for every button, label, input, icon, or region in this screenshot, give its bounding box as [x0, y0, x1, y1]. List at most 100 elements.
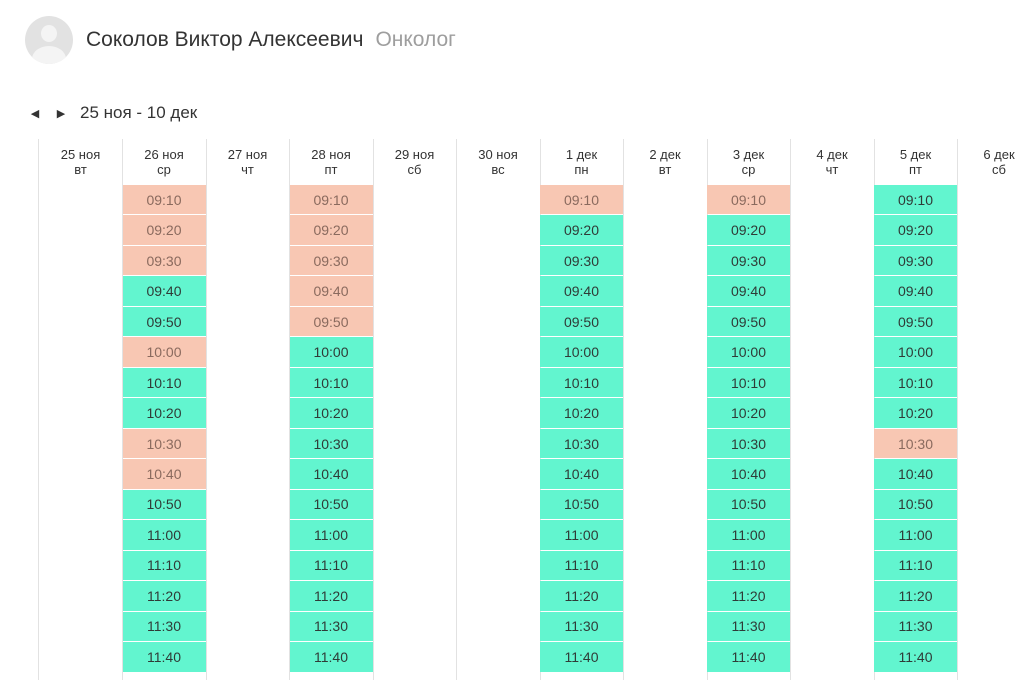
day-header: 29 ноя сб: [373, 139, 456, 185]
time-slot-available[interactable]: 11:00: [540, 520, 623, 550]
day-date: 3 дек: [732, 147, 765, 162]
time-slot-available[interactable]: 10:40: [289, 459, 373, 489]
day-header: 26 ноя ср: [123, 139, 206, 185]
time-slot-available[interactable]: 11:00: [707, 520, 790, 550]
time-slot-available[interactable]: 10:20: [122, 398, 206, 428]
time-slots: 09:10 09:20 09:30 09:40 09:50 10:00 10:10 10:20…: [289, 185, 373, 673]
time-slot-available[interactable]: 09:10: [874, 185, 957, 215]
time-slot-booked: 09:30: [289, 245, 373, 276]
time-slot-available[interactable]: 09:40: [122, 276, 206, 306]
schedule-grid: 25 ноя вт 26 ноя ср 09:10 09:20 09:30 09:40 09:5…: [38, 139, 1020, 680]
time-slot-available[interactable]: 09:50: [874, 306, 957, 337]
time-slot-available[interactable]: 09:20: [707, 215, 790, 245]
time-slot-available[interactable]: 11:30: [540, 611, 623, 642]
avatar-head-shape: [41, 25, 57, 42]
day-date: 2 дек: [649, 147, 681, 162]
day-weekday: сб: [407, 162, 422, 177]
day-weekday: пт: [324, 162, 338, 177]
day-date: 28 ноя: [311, 147, 351, 162]
day-column: 27 ноя чт: [206, 139, 290, 680]
time-slot-available[interactable]: 10:40: [540, 459, 623, 489]
time-slot-available[interactable]: 10:20: [289, 398, 373, 428]
time-slot-available[interactable]: 10:50: [289, 489, 373, 520]
time-slot-available[interactable]: 09:50: [540, 306, 623, 337]
time-slot-available[interactable]: 10:10: [289, 367, 373, 398]
time-slot-available[interactable]: 11:40: [122, 642, 206, 672]
time-slot-available[interactable]: 11:40: [540, 642, 623, 672]
time-slot-available[interactable]: 10:50: [874, 489, 957, 520]
time-slot-available[interactable]: 11:40: [289, 642, 373, 672]
time-slot-available[interactable]: 09:20: [874, 215, 957, 245]
doctor-header: Соколов Виктор Алексеевич Онколог: [25, 16, 456, 64]
time-slot-available[interactable]: 10:00: [540, 337, 623, 367]
time-slot-available[interactable]: 10:00: [874, 337, 957, 367]
time-slot-available[interactable]: 10:50: [707, 489, 790, 520]
time-slot-available[interactable]: 11:20: [540, 581, 623, 611]
time-slot-available[interactable]: 10:20: [707, 398, 790, 428]
day-weekday: вт: [658, 162, 672, 177]
time-slot-available[interactable]: 09:40: [540, 276, 623, 306]
time-slot-booked: 09:20: [122, 215, 206, 245]
day-header: 27 ноя чт: [206, 139, 289, 185]
time-slot-available[interactable]: 10:40: [707, 459, 790, 489]
previous-week-icon[interactable]: ◀: [30, 107, 40, 120]
day-date: 4 дек: [816, 147, 848, 162]
time-slots: 09:10 09:20 09:30 09:40 09:50 10:00 10:10 10:20…: [122, 185, 206, 673]
time-slot-available[interactable]: 10:00: [289, 337, 373, 367]
time-slots: 09:10 09:20 09:30 09:40 09:50 10:00 10:10 10:20…: [540, 185, 623, 673]
time-slot-available[interactable]: 11:10: [874, 550, 957, 581]
time-slot-available[interactable]: 10:20: [540, 398, 623, 428]
time-slot-booked: 09:10: [707, 185, 790, 215]
time-slot-booked: 09:40: [289, 276, 373, 306]
time-slot-available[interactable]: 11:20: [707, 581, 790, 611]
day-date: 27 ноя: [227, 147, 268, 162]
time-slot-available[interactable]: 11:30: [122, 611, 206, 642]
avatar-body-shape: [32, 46, 66, 64]
time-slot-available[interactable]: 11:30: [707, 611, 790, 642]
time-slot-available[interactable]: 09:20: [540, 215, 623, 245]
time-slot-available[interactable]: 11:10: [122, 550, 206, 581]
time-slot-available[interactable]: 11:10: [540, 550, 623, 581]
time-slot-booked: 09:50: [289, 306, 373, 337]
time-slot-available[interactable]: 11:40: [707, 642, 790, 672]
time-slot-available[interactable]: 11:00: [289, 520, 373, 550]
time-slot-available[interactable]: 11:20: [289, 581, 373, 611]
time-slot-available[interactable]: 10:30: [540, 428, 623, 459]
time-slot-available[interactable]: 11:20: [122, 581, 206, 611]
day-weekday: сб: [992, 162, 1006, 177]
time-slot-available[interactable]: 09:40: [707, 276, 790, 306]
day-weekday: ср: [157, 162, 171, 177]
time-slot-available[interactable]: 10:10: [874, 367, 957, 398]
next-week-icon[interactable]: ▶: [56, 107, 66, 120]
time-slot-available[interactable]: 11:20: [874, 581, 957, 611]
time-slot-available[interactable]: 11:30: [289, 611, 373, 642]
time-slot-available[interactable]: 10:20: [874, 398, 957, 428]
day-header: 5 дек пт: [874, 139, 957, 185]
time-slot-available[interactable]: 11:10: [289, 550, 373, 581]
time-slot-available[interactable]: 11:00: [874, 520, 957, 550]
time-slot-booked: 09:10: [122, 185, 206, 215]
time-slot-available[interactable]: 11:00: [122, 520, 206, 550]
day-header: 28 ноя пт: [290, 139, 373, 185]
time-slot-available[interactable]: 09:50: [707, 306, 790, 337]
time-slot-available[interactable]: 10:00: [707, 337, 790, 367]
time-slot-available[interactable]: 10:30: [289, 428, 373, 459]
day-weekday: ср: [741, 162, 756, 177]
time-slot-available[interactable]: 10:30: [707, 428, 790, 459]
time-slot-available[interactable]: 11:40: [874, 642, 957, 672]
time-slot-available[interactable]: 09:30: [707, 245, 790, 276]
time-slot-available[interactable]: 09:30: [540, 245, 623, 276]
time-slot-available[interactable]: 10:10: [122, 367, 206, 398]
time-slot-available[interactable]: 10:40: [874, 459, 957, 489]
time-slot-available[interactable]: 09:40: [874, 276, 957, 306]
time-slot-available[interactable]: 09:50: [122, 306, 206, 337]
day-column: 25 ноя вт: [39, 139, 123, 680]
time-slot-available[interactable]: 10:50: [122, 489, 206, 520]
time-slot-available[interactable]: 11:10: [707, 550, 790, 581]
time-slot-booked: 09:10: [289, 185, 373, 215]
time-slot-available[interactable]: 10:10: [540, 367, 623, 398]
time-slot-available[interactable]: 09:30: [874, 245, 957, 276]
time-slot-available[interactable]: 10:50: [540, 489, 623, 520]
time-slot-available[interactable]: 11:30: [874, 611, 957, 642]
time-slot-available[interactable]: 10:10: [707, 367, 790, 398]
